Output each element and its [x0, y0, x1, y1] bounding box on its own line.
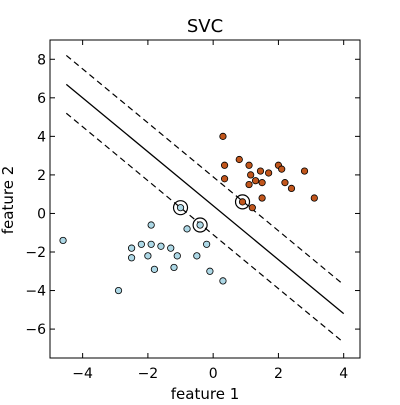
class-0-point — [114, 286, 123, 295]
y-axis-label: feature 2 — [0, 166, 17, 234]
class-0-point — [137, 240, 145, 248]
y-tick-label: 6 — [37, 91, 46, 107]
plot-frame — [49, 39, 361, 359]
class-1-point — [238, 198, 247, 206]
class-1-point — [251, 177, 260, 185]
y-tick-label: −4 — [25, 284, 46, 300]
class-0-point — [219, 277, 227, 285]
class-0-point — [193, 252, 201, 260]
class-1-point — [235, 155, 243, 164]
class-1-point — [258, 179, 266, 187]
x-tick-label: 2 — [274, 366, 283, 382]
class-1-point — [247, 171, 255, 179]
decision-boundary — [65, 83, 345, 315]
x-tick-label: −4 — [72, 366, 93, 382]
support-vector-ring — [234, 194, 251, 210]
class-1-point — [278, 165, 286, 173]
class-1-point — [265, 169, 273, 177]
x-tick-label: 4 — [339, 366, 348, 382]
plot-area: −4 −2 0 2 4 −6 −4 −2 0 2 4 6 8 — [25, 39, 361, 382]
x-tick-label: 0 — [209, 366, 218, 382]
class-0-point — [203, 240, 211, 248]
class-0-point — [183, 225, 191, 233]
class-1-point — [248, 204, 256, 212]
y-tick-label: 8 — [37, 52, 46, 68]
class-0-point — [127, 254, 136, 262]
class-0-point — [196, 221, 204, 229]
class-0-point — [157, 242, 165, 250]
y-tick-label: 4 — [37, 129, 46, 145]
class-0-point — [170, 263, 178, 272]
class-0-point — [167, 244, 175, 252]
support-vector-ring — [172, 200, 189, 216]
class-0-point — [59, 236, 67, 245]
class-1-point — [219, 132, 227, 140]
x-axis-label: feature 1 — [171, 385, 239, 400]
class-1-point — [220, 161, 229, 169]
class-0-point — [127, 244, 136, 252]
class-0-point — [176, 204, 185, 212]
class-0-point — [147, 240, 155, 248]
class-1-point — [245, 161, 253, 169]
class-1-point — [300, 167, 309, 175]
class-1-point — [220, 175, 229, 183]
class-0-point — [147, 221, 155, 229]
class-1-point — [281, 179, 289, 187]
class-1-point — [287, 184, 296, 192]
class-1-point — [245, 180, 253, 189]
support-vector-ring — [192, 217, 208, 233]
class-0-point — [206, 267, 214, 275]
margin-line — [65, 112, 345, 344]
class-0-point — [150, 265, 159, 273]
class-0-point — [173, 252, 181, 260]
y-tick-label: 0 — [37, 206, 46, 222]
class-1-point — [310, 194, 318, 202]
y-tick-label: 2 — [37, 168, 46, 184]
y-tick-label: −2 — [25, 245, 46, 261]
x-tick-label: −2 — [138, 366, 159, 382]
y-tick-label: −6 — [25, 322, 46, 338]
class-0-point — [144, 252, 152, 260]
class-1-point — [258, 194, 266, 202]
chart-title: SVC — [187, 16, 223, 37]
class-1-point — [256, 167, 265, 175]
